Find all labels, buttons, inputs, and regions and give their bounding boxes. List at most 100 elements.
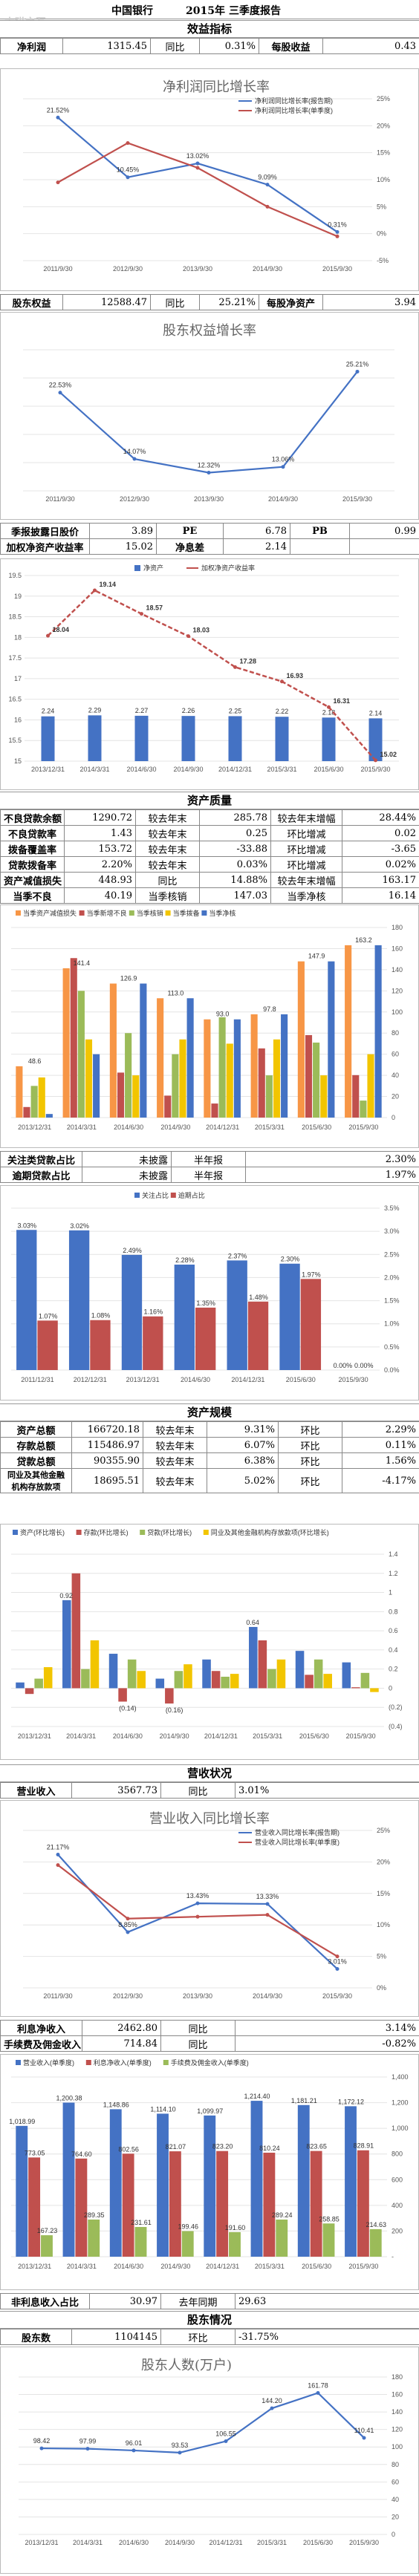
table-cell: 1.43 — [64, 825, 136, 841]
table-cell: 较去年末 — [135, 825, 200, 841]
bar — [275, 717, 289, 761]
x-tick-label: 2015/9/30 — [346, 1732, 376, 1740]
table-cell: 环比增减 — [270, 825, 342, 841]
data-point — [265, 183, 270, 187]
legend-label: 净利润同比增长率(单季度) — [255, 106, 333, 114]
y-tick-label: 2.0% — [384, 1274, 400, 1281]
section-title: 营收状况 — [0, 1764, 419, 1782]
x-tick-label: 2014/12/31 — [204, 1732, 238, 1740]
legend-label: 净资产 — [143, 564, 163, 572]
y-tick-label: 0.0% — [384, 1366, 400, 1374]
efficiency-section: 效益指标 净利润 1315.45 同比 0.31% 每股收益 0.43 — [0, 20, 419, 54]
data-label: 2.28% — [175, 1256, 195, 1264]
data-label: 106.55 — [215, 2430, 236, 2438]
y-tick-label: 0.6 — [389, 1627, 398, 1634]
yoy-value: 25.21% — [199, 294, 259, 310]
table-cell: 未披露 — [82, 1167, 172, 1183]
data-point — [280, 679, 284, 684]
bar — [183, 1664, 192, 1689]
y-tick-label: 17 — [14, 675, 22, 682]
profit-growth-chart: -5% 0% 5% 10% 15% 20% 25% 净利润同比增长率 21.52% 10.45% 1… — [0, 68, 419, 291]
asset-scale-section: 资产规模 资产总额 166720.18 较去年末 9.31% 环比 2.29% 存款总额 11… — [0, 1403, 419, 1493]
data-point — [195, 161, 200, 166]
pe-label: PE — [156, 523, 224, 539]
data-point — [126, 141, 130, 146]
data-point — [195, 1901, 200, 1905]
data-point — [316, 2390, 320, 2395]
y-tick-label: 20% — [377, 1858, 390, 1865]
data-point — [224, 2439, 228, 2444]
bar — [77, 991, 85, 1118]
x-tick-label: 2013/9/30 — [183, 1992, 212, 2000]
data-label: 93.0 — [216, 1011, 230, 1018]
table-cell: -33.88 — [199, 841, 271, 857]
table-cell: 不良贷款余额 — [0, 809, 65, 826]
data-label: 1,200.38 — [56, 2095, 82, 2102]
bar — [71, 1573, 81, 1689]
series-line — [57, 1864, 338, 1957]
legend-label: 贷款(环比增长) — [147, 1528, 192, 1536]
legend-label: 利息净收入(单季度) — [94, 2058, 152, 2067]
nonint-table: 非利息收入占比 30.97 去年同期 29.63 — [0, 2293, 419, 2309]
bar — [62, 1600, 71, 1689]
chart-title: 股东权益增长率 — [163, 323, 256, 339]
bar — [374, 945, 382, 1118]
data-label: 1,181.21 — [291, 2097, 317, 2104]
legend-swatch — [134, 565, 140, 571]
table-cell: 利息净收入 — [0, 2020, 82, 2036]
table-cell: 当季核销 — [135, 887, 200, 904]
y-tick-label: 17.5 — [8, 654, 22, 662]
table-cell: 2.29% — [342, 1421, 419, 1438]
bar — [85, 1039, 93, 1118]
y-tick-label: 3.0% — [384, 1227, 400, 1235]
equity-row: 股东权益 12588.47 同比 25.21% 每股净资产 3.94 — [0, 294, 419, 310]
table-cell: 资产减值损失 — [0, 872, 65, 888]
bar — [127, 1659, 137, 1689]
y-tick-label: 15% — [377, 149, 390, 157]
x-tick-label: 2014/9/30 — [253, 265, 282, 273]
bar — [70, 958, 77, 1118]
series-line — [57, 117, 338, 233]
table-cell: 6.38% — [207, 1452, 279, 1469]
table-cell: 2.20% — [64, 856, 136, 873]
y-tick-label: 20 — [392, 2513, 399, 2520]
table-cell: 关注类贷款占比 — [0, 1151, 82, 1167]
bar — [122, 2153, 134, 2257]
nim-value: 2.14 — [223, 538, 290, 555]
x-tick-label: 2014/12/31 — [218, 766, 252, 773]
table-cell: 0.11% — [342, 1437, 419, 1453]
y-tick-label: -5% — [377, 257, 389, 264]
bar — [125, 1033, 132, 1118]
profit-row: 净利润 1315.45 同比 0.31% 每股收益 0.43 — [0, 38, 419, 54]
table-row: 手续费及佣金收入 714.84 同比 -0.82% — [0, 2035, 419, 2052]
x-tick-label: 2015/9/30 — [322, 1992, 352, 2000]
nonint-row: 非利息收入占比 30.97 去年同期 29.63 — [0, 2293, 419, 2309]
table-cell: 448.93 — [64, 872, 136, 888]
bar — [41, 716, 55, 761]
x-tick-label: 2015/3/31 — [257, 2539, 287, 2546]
data-label: 161.78 — [308, 2381, 328, 2389]
table-cell: 1.56% — [342, 1452, 419, 1469]
table-cell: 0.02% — [342, 856, 419, 873]
bar — [88, 715, 102, 761]
y-tick-label: 5% — [377, 1953, 386, 1960]
chart-title: 股东人数(万户) — [141, 2358, 232, 2373]
lastyear-label: 去年同期 — [160, 2293, 236, 2309]
y-tick-label: 0.2 — [389, 1666, 398, 1673]
y-tick-label: 20% — [377, 122, 390, 129]
table-cell: 较去年末 — [143, 1421, 207, 1438]
empty-cell — [290, 538, 350, 555]
x-tick-label: 2014/9/30 — [253, 1992, 282, 2000]
bar — [16, 1682, 25, 1689]
legend-swatch — [16, 910, 21, 916]
bar — [38, 1077, 45, 1118]
y-tick-label: 0.8 — [389, 1608, 398, 1615]
roe-row: 加权净资产收益率 15.02 净息差 2.14 — [0, 538, 419, 555]
bar — [297, 961, 305, 1118]
data-label: 1,172.12 — [338, 2098, 364, 2105]
table-cell: 115486.97 — [71, 1437, 143, 1453]
quality-table: 不良贷款余额 1290.72 较去年末 285.78 较去年末增幅 28.44% 不良贷款率… — [0, 809, 419, 904]
legend-label: 当季新增不良 — [87, 909, 127, 917]
x-tick-label: 2014/3/31 — [79, 766, 109, 773]
y-tick-label: 100 — [392, 2443, 403, 2451]
